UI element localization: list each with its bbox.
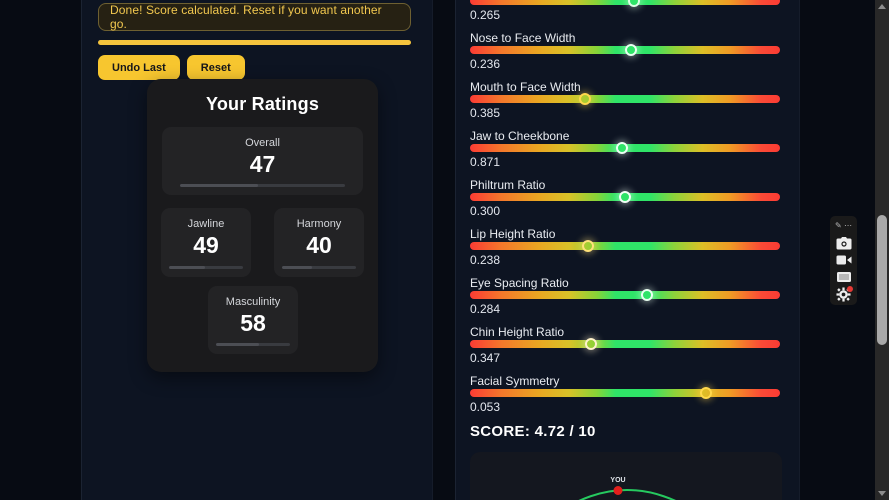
bell-curve-chart: YOU	[578, 477, 676, 500]
metric-gradient-bar	[470, 142, 780, 154]
stat-label: Overall	[245, 137, 280, 149]
metric-value: 0.871	[470, 155, 501, 169]
metric-marker	[640, 289, 653, 301]
stat-progress-fill	[216, 343, 259, 346]
metric-value: 0.385	[470, 106, 501, 120]
metric-marker	[628, 0, 641, 7]
left-panel: Done! Score calculated. Reset if you wan…	[81, 0, 433, 500]
metric-row: Facial Symmetry 0.053	[470, 374, 780, 414]
settings-gear-icon[interactable]	[833, 286, 854, 302]
metric-marker	[581, 240, 594, 252]
extension-toolbar: ✎ ⋯	[830, 216, 857, 305]
metric-value: 0.347	[470, 351, 501, 365]
metric-value: 0.238	[470, 253, 501, 267]
video-camera-icon[interactable]	[833, 252, 854, 268]
stat-overall: Overall 47	[162, 127, 363, 195]
camera-icon[interactable]	[833, 235, 854, 251]
stat-progress-track	[216, 343, 290, 346]
stat-value: 49	[193, 232, 219, 258]
metric-gradient-bar	[470, 0, 780, 7]
ratings-card: Your Ratings Overall 47 Jawline 49 Harmo…	[147, 79, 378, 372]
metric-value: 0.053	[470, 400, 501, 414]
scrollbar-thumb[interactable]	[877, 215, 887, 345]
status-toast-text: Done! Score calculated. Reset if you wan…	[110, 3, 382, 31]
undo-last-button[interactable]: Undo Last	[98, 55, 180, 80]
you-dot	[613, 486, 623, 495]
page-scrollbar[interactable]	[875, 0, 889, 500]
stat-progress-fill	[282, 266, 312, 269]
metric-row: Lip Height Ratio 0.238	[470, 227, 780, 267]
metric-row: Philtrum Ratio 0.300	[470, 178, 780, 218]
metric-gradient-bar	[470, 338, 780, 350]
ratings-title: Your Ratings	[205, 94, 320, 114]
metric-label: Facial Symmetry	[470, 374, 560, 388]
metric-marker	[619, 191, 631, 203]
metric-gradient-bar	[470, 240, 780, 252]
metric-marker	[584, 338, 597, 350]
metric-row: 0.265	[470, 0, 780, 22]
metric-row: Nose to Face Width 0.236	[470, 31, 780, 71]
metric-label: Mouth to Face Width	[470, 80, 581, 94]
stat-progress-fill	[169, 266, 206, 269]
metric-gradient-bar	[470, 44, 780, 56]
stat-label: Jawline	[187, 218, 225, 230]
metric-label: Chin Height Ratio	[470, 325, 565, 339]
metric-marker	[699, 387, 712, 399]
stat-jawline: Jawline 49	[161, 208, 251, 277]
stat-progress-track	[180, 184, 345, 187]
status-toast: Done! Score calculated. Reset if you wan…	[98, 3, 411, 31]
metric-label: Nose to Face Width	[470, 31, 576, 45]
metric-label: Eye Spacing Ratio	[470, 276, 569, 290]
stat-masculinity: Masculinity 58	[208, 286, 298, 354]
action-buttons: Undo Last Reset	[98, 55, 245, 80]
metric-sliders: 0.265 Nose to Face Width 0.236 Mouth to …	[470, 0, 780, 414]
stat-value: 40	[306, 232, 332, 258]
scrollbar-down-arrow[interactable]	[878, 491, 886, 496]
metric-marker	[625, 44, 638, 56]
metrics-panel: 0.265 Nose to Face Width 0.236 Mouth to …	[455, 0, 800, 500]
reset-button[interactable]: Reset	[186, 55, 245, 80]
stat-value: 58	[240, 310, 266, 336]
bell-curve-card: YOU	[470, 452, 782, 500]
stat-harmony: Harmony 40	[274, 208, 364, 277]
metric-marker	[578, 93, 591, 105]
score-text: SCORE: 4.72 / 10	[470, 423, 596, 440]
metric-row: Mouth to Face Width 0.385	[470, 80, 780, 120]
metric-label: Philtrum Ratio	[470, 178, 546, 192]
toolbar-drag-handle-icon[interactable]: ✎ ⋯	[835, 221, 852, 230]
toast-timer-bar	[98, 40, 411, 45]
metric-row: Jaw to Cheekbone 0.871	[470, 129, 780, 169]
metric-value: 0.284	[470, 302, 501, 316]
metric-row: Chin Height Ratio 0.347	[470, 325, 780, 365]
metric-gradient-bar	[470, 387, 780, 399]
you-label: YOU	[610, 477, 625, 484]
stat-progress-track	[169, 266, 243, 269]
stat-progress-fill	[180, 184, 258, 187]
metric-value: 0.265	[470, 8, 501, 22]
metric-gradient-bar	[470, 289, 780, 301]
metric-label: Lip Height Ratio	[470, 227, 556, 241]
metric-row: Eye Spacing Ratio 0.284	[470, 276, 780, 316]
notification-badge	[847, 286, 853, 292]
screen-capture-icon[interactable]	[833, 269, 854, 285]
metric-value: 0.300	[470, 204, 501, 218]
metric-label: Jaw to Cheekbone	[470, 129, 570, 143]
metric-gradient-bar	[470, 93, 780, 105]
stat-label: Masculinity	[225, 296, 281, 308]
scrollbar-up-arrow[interactable]	[878, 4, 886, 9]
metric-marker	[615, 142, 628, 154]
metric-gradient-bar	[470, 191, 780, 203]
stat-progress-track	[282, 266, 356, 269]
stat-value: 47	[249, 151, 276, 177]
metric-value: 0.236	[470, 57, 501, 71]
stat-label: Harmony	[296, 218, 342, 230]
